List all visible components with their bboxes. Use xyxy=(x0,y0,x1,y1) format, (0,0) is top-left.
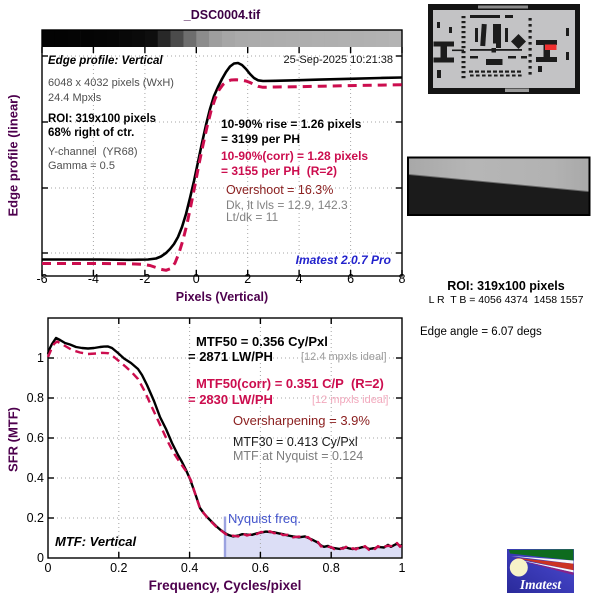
svg-text:Imatest: Imatest xyxy=(519,577,563,592)
